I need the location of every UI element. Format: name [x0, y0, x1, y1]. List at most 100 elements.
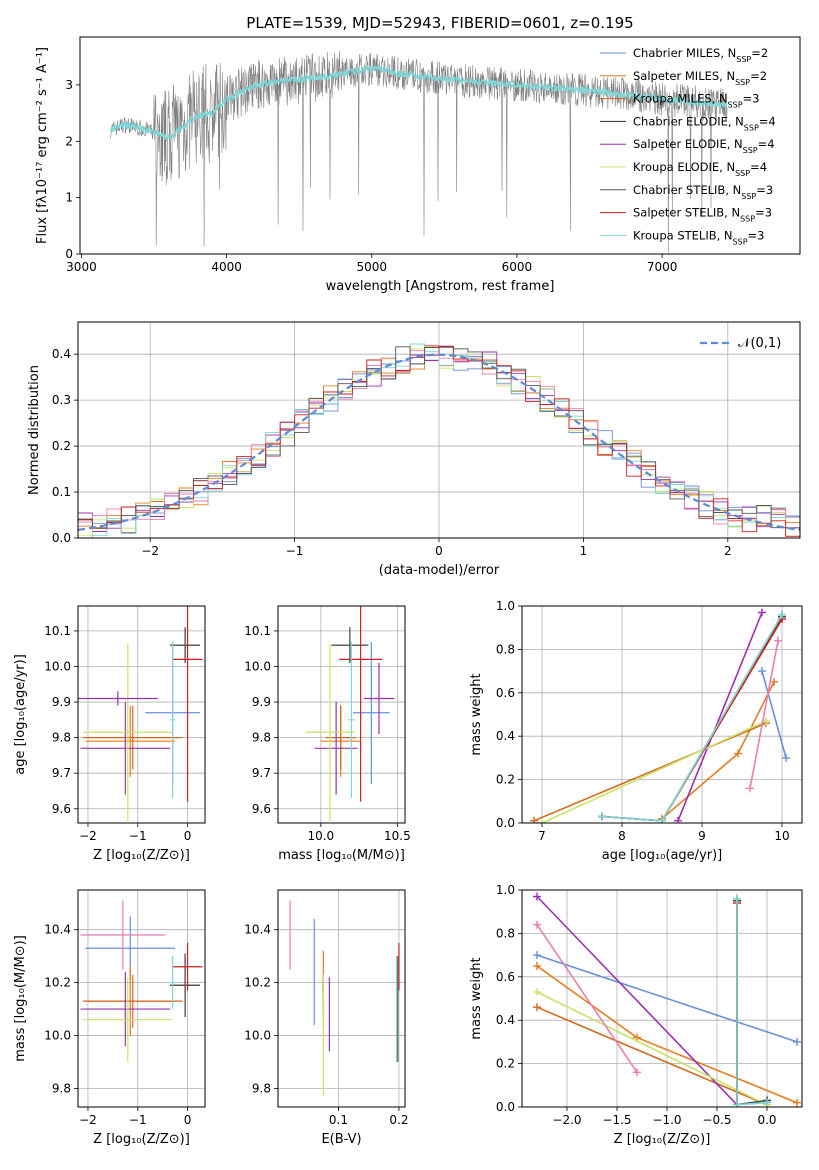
- y-tick-label: 0.0: [496, 1100, 515, 1114]
- plot-area-weight_vs_age: [522, 606, 802, 823]
- errorbar-point: [172, 942, 203, 991]
- y-tick-label: 10.1: [244, 624, 271, 638]
- series-marker: [633, 1068, 641, 1077]
- x-axis-label: Z [log₁₀(Z/Z⊙)]: [93, 848, 190, 863]
- series-marker: [793, 1098, 801, 1107]
- y-tick-label: 10.2: [244, 976, 271, 990]
- y-tick-label: 9.8: [52, 731, 71, 745]
- x-tick-label: −1: [129, 829, 147, 843]
- weight-series: [733, 896, 771, 1107]
- errorbar-point: [170, 953, 201, 1018]
- y-tick-label: 1: [65, 191, 73, 205]
- y-tick-label: 0.8: [496, 926, 515, 940]
- series-marker: [598, 812, 606, 821]
- errorbar-point: [82, 977, 173, 1063]
- x-tick-label: −2: [141, 544, 159, 558]
- y-tick-label: 0.4: [52, 347, 71, 361]
- panel-residuals: −2 −1 0 1 2 0.0 0.1 0.2 0.3 0.4 (data-model)/error…: [27, 321, 801, 578]
- y-tick-label: 10.0: [44, 659, 71, 673]
- series-marker: [533, 987, 541, 996]
- errorbar-point: [352, 641, 390, 784]
- x-axis-label: (data-model)/error: [379, 563, 500, 578]
- series-marker: [746, 784, 754, 793]
- x-tick-label: −1: [129, 1113, 147, 1127]
- histogram-series: [78, 345, 800, 537]
- x-tick-label: −1: [286, 544, 304, 558]
- weight-series: [746, 636, 782, 793]
- x-tick-label: 10.0: [307, 829, 334, 843]
- y-tick-label: 9.8: [52, 1081, 71, 1095]
- x-axis-label: age [log₁₀(age/yr)]: [602, 848, 723, 863]
- legend-label: Chabrier ELODIE, NSSP=4: [633, 114, 776, 131]
- x-tick-label: 0.2: [389, 1113, 408, 1127]
- series-line: [601, 614, 783, 822]
- x-tick-label: 7000: [647, 260, 678, 274]
- errorbar-point: [170, 641, 176, 799]
- legend-label: Kroupa STELIB, NSSP=3: [633, 228, 764, 246]
- series-line: [536, 1006, 768, 1106]
- x-tick-label: 3000: [66, 260, 97, 274]
- legend-label: Kroupa ELODIE, NSSP=4: [633, 160, 767, 178]
- y-axis-label: mass weight: [469, 673, 484, 755]
- axes-frame: [79, 36, 801, 255]
- y-tick-label: 10.0: [244, 659, 271, 673]
- series-line: [533, 722, 767, 822]
- series-marker: [658, 816, 666, 823]
- errorbar-point: [348, 641, 355, 799]
- errorbar-point: [82, 643, 173, 822]
- y-tick-label: 0.2: [496, 1057, 515, 1071]
- y-tick-label: 0.1: [52, 485, 71, 499]
- weight-series: [533, 961, 801, 1107]
- panel-mass_vs_ebv: 0.1 0.2 9.8 10.0 10.2 10.4 E(B-V): [244, 889, 408, 1147]
- x-tick-label: −0.5: [702, 1113, 731, 1127]
- series-marker: [758, 667, 766, 676]
- panel-mass_vs_Z: −2 −1 0 9.8 10.0 10.2 10.4 Z [log₁₀(Z/Z⊙)] mass …: [13, 889, 206, 1147]
- panel-age_vs_Z: −2 −1 0 9.6 9.7 9.8 9.9 10.0 10.1 Z [log₁₀(Z/Z⊙)]…: [13, 605, 206, 863]
- errorbar-point: [80, 900, 166, 970]
- x-tick-label: 10: [774, 829, 789, 843]
- y-tick-label: 9.6: [252, 802, 271, 816]
- series-marker: [530, 816, 538, 823]
- x-tick-label: 4000: [211, 260, 242, 274]
- errorbar-point: [331, 627, 369, 663]
- figure-title: PLATE=1539, MJD=52943, FIBERID=0601, z=0…: [246, 14, 633, 32]
- y-tick-label: 0.0: [52, 531, 71, 545]
- y-axis-label: Flux [fλ10⁻¹⁷ erg cm⁻² s⁻¹ A⁻¹]: [35, 47, 50, 244]
- panel-age_vs_mass: 10.0 10.5 9.6 9.7 9.8 9.9 10.0 10.1 mass [log₁₀(…: [244, 605, 411, 863]
- errorbar-point: [82, 705, 183, 770]
- observed-spectrum-line: [110, 50, 728, 253]
- errorbar-point: [80, 972, 171, 1047]
- y-axis-label: mass [log₁₀(M/M⊙)]: [13, 935, 28, 1062]
- series-line: [736, 898, 768, 1106]
- x-tick-label: 6000: [502, 260, 533, 274]
- normal-curve: [78, 353, 800, 531]
- legend-label: Salpeter ELODIE, NSSP=4: [633, 137, 775, 155]
- x-tick-label: 0.0: [757, 1113, 776, 1127]
- x-tick-label: 0.1: [329, 1113, 348, 1127]
- series-marker: [533, 920, 541, 929]
- weight-series: [733, 894, 771, 1107]
- x-tick-label: 9: [698, 829, 706, 843]
- weight-series: [758, 667, 790, 762]
- weight-series: [733, 894, 771, 1107]
- y-tick-label: 10.1: [44, 624, 71, 638]
- weight-series: [533, 920, 641, 1077]
- legend-label: Kroupa MILES, NSSP=3: [633, 92, 759, 110]
- x-axis-label: E(B-V): [321, 1132, 361, 1147]
- plot-area-residuals: [78, 322, 800, 538]
- axes-frame: [277, 605, 406, 824]
- x-tick-label: 7: [538, 829, 546, 843]
- y-tick-label: 0: [65, 247, 73, 261]
- x-axis-label: Z [log₁₀(Z/Z⊙)]: [93, 1132, 190, 1147]
- x-tick-label: 10.5: [384, 829, 411, 843]
- series-marker: [733, 894, 741, 903]
- weight-series: [533, 951, 801, 1046]
- series-marker: [778, 610, 786, 619]
- y-tick-label: 2: [65, 134, 73, 148]
- x-tick-label: −2: [79, 829, 97, 843]
- series-marker: [770, 677, 778, 686]
- series-marker: [533, 1003, 541, 1012]
- y-tick-label: 0.8: [496, 642, 515, 656]
- y-axis-label: age [log₁₀(age/yr)]: [13, 654, 28, 775]
